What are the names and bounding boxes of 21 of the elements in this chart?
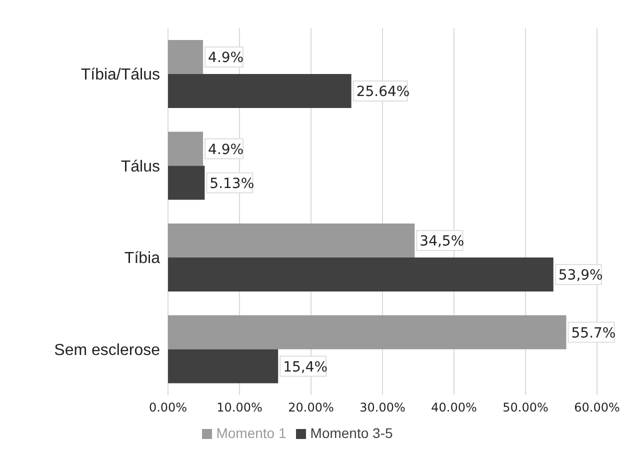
legend-label: Momento 3-5 — [310, 425, 393, 441]
x-tick-label: 50.00% — [502, 400, 548, 415]
data-label: 5.13% — [210, 176, 254, 192]
x-tick-label: 20.00% — [288, 400, 334, 415]
data-label: 4.9% — [208, 142, 244, 158]
data-label: 15,4% — [283, 359, 328, 376]
data-label: 4.9% — [208, 50, 244, 66]
x-tick-label: 0.00% — [148, 400, 188, 415]
data-label: 25.64% — [356, 84, 410, 100]
y-tick-label: Tíbia/Tálus — [80, 66, 160, 84]
y-tick-label: Tíbia — [124, 250, 160, 268]
legend-label: Momento 1 — [216, 425, 286, 441]
data-label: 34,5% — [420, 234, 464, 250]
y-tick-label: Tálus — [120, 158, 160, 176]
x-tick-label: 10.00% — [216, 400, 262, 415]
data-label: 53,9% — [558, 268, 603, 284]
x-tick-label: 30.00% — [360, 400, 406, 415]
x-tick-label: 60.00% — [574, 400, 620, 415]
data-label: 55.7% — [571, 325, 616, 342]
y-tick-label: Sem esclerose — [54, 342, 160, 359]
x-tick-label: 40.00% — [431, 400, 477, 415]
